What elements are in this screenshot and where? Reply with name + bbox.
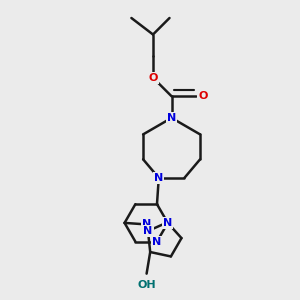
Text: N: N [152, 237, 162, 247]
Text: N: N [142, 219, 151, 230]
Text: N: N [163, 218, 172, 228]
Text: N: N [143, 226, 153, 236]
Text: O: O [148, 73, 158, 83]
Text: N: N [167, 113, 176, 123]
Text: OH: OH [137, 280, 156, 290]
Text: N: N [154, 173, 164, 183]
Text: N: N [167, 113, 176, 123]
Text: O: O [198, 91, 208, 101]
